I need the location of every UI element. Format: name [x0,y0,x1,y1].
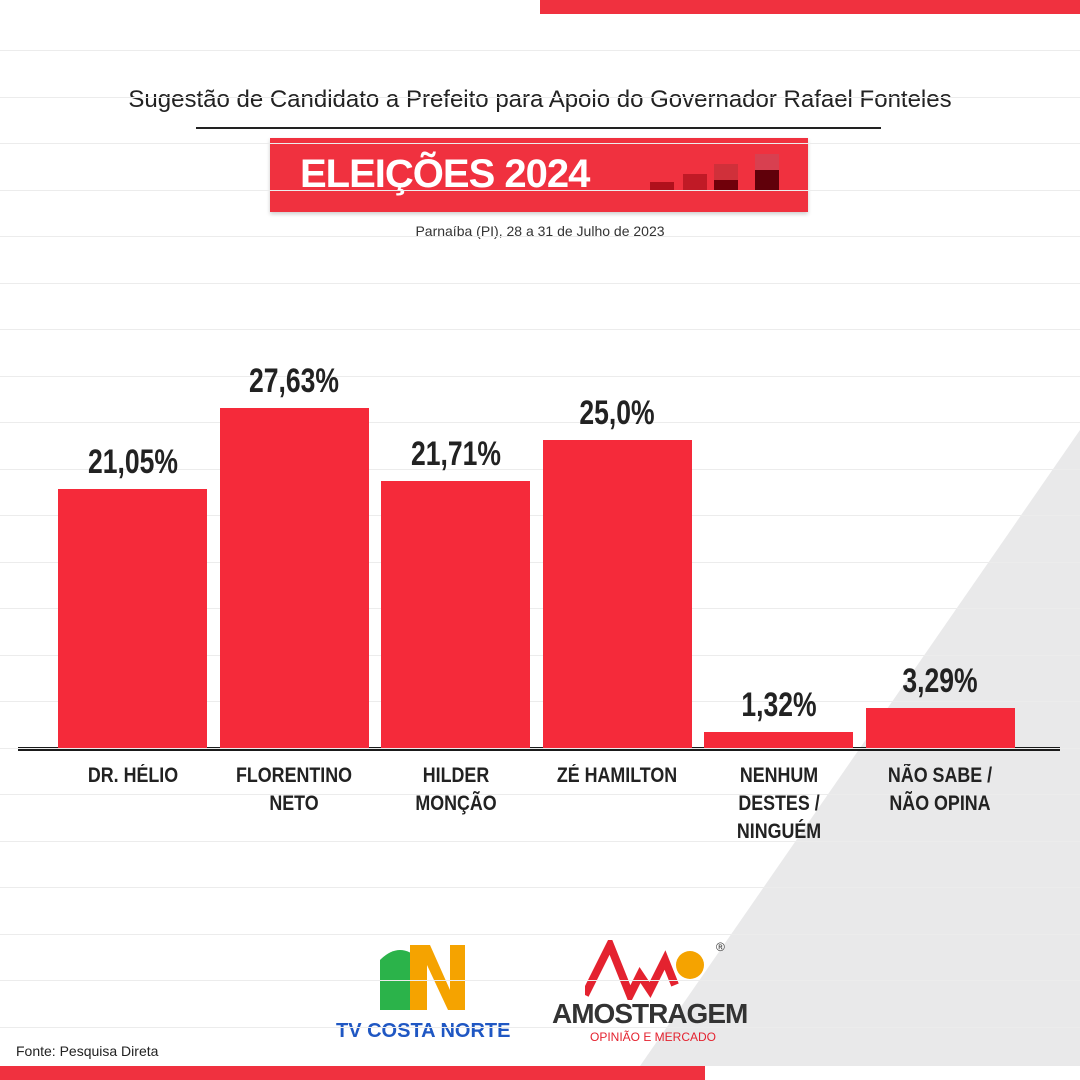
value-label: 25,0% [579,394,655,433]
bar [542,440,692,748]
title-rule [196,127,881,129]
background-line [0,794,1080,795]
value-label: 21,05% [87,442,178,481]
background-line [0,887,1080,888]
x-tick-label: DR. HÉLIO [87,764,178,787]
institute-logo [585,940,704,1000]
bar [704,731,853,748]
background-line [0,422,1080,423]
background-line [0,329,1080,330]
source: Fonte: Pesquisa Direta [16,1043,159,1059]
background-line [0,654,1080,656]
baseline [18,747,1060,751]
x-tick-label: FLORENTINO NETO [235,764,353,815]
x-tick-label: HILDER MONÇÃO [414,764,497,815]
badge-text: ELEIÇÕES 2024 [300,152,590,196]
background-line [0,840,1080,842]
background-line [0,980,1080,981]
value-label: 3,29% [902,661,978,700]
background-line [0,282,1080,284]
background-line [0,561,1080,563]
value-label: 1,32% [740,685,817,724]
background-line [0,608,1080,609]
badge: ELEIÇÕES 2024 [270,138,808,212]
background-line [0,515,1080,516]
background-line [0,236,1080,237]
value-label: 21,71% [410,434,501,473]
background-line [0,747,1080,749]
background-line [0,468,1080,470]
x-tick-label: NENHUM DESTES / NINGUÉM [736,764,821,843]
bar [865,707,1015,748]
registered: ® [716,940,725,954]
background-line [0,701,1080,702]
bar [381,480,530,748]
background-line [0,143,1080,144]
institute-tagline: OPINIÃO E MERCADO [590,1030,717,1044]
badge-icon [650,154,779,190]
chart-title: Sugestão de Candidato a Prefeito para Ap… [128,86,952,113]
background-line [0,96,1080,98]
tv-name: TV COSTA NORTE [336,1020,511,1042]
background-line [0,189,1080,191]
background-line [0,50,1080,51]
x-tick-label: NÃO SABE / NÃO OPINA [887,764,993,815]
subtitle: Parnaíba (PI), 28 a 31 de Julho de 2023 [415,223,665,239]
institute-name: AMOSTRAGEM [552,998,748,1029]
bar [219,408,369,748]
background-line [0,1026,1080,1028]
bar [58,488,207,748]
background-line [0,933,1080,935]
value-label: 27,63% [249,362,339,400]
x-tick-label: ZÉ HAMILTON [556,764,678,787]
background-line [0,375,1080,377]
